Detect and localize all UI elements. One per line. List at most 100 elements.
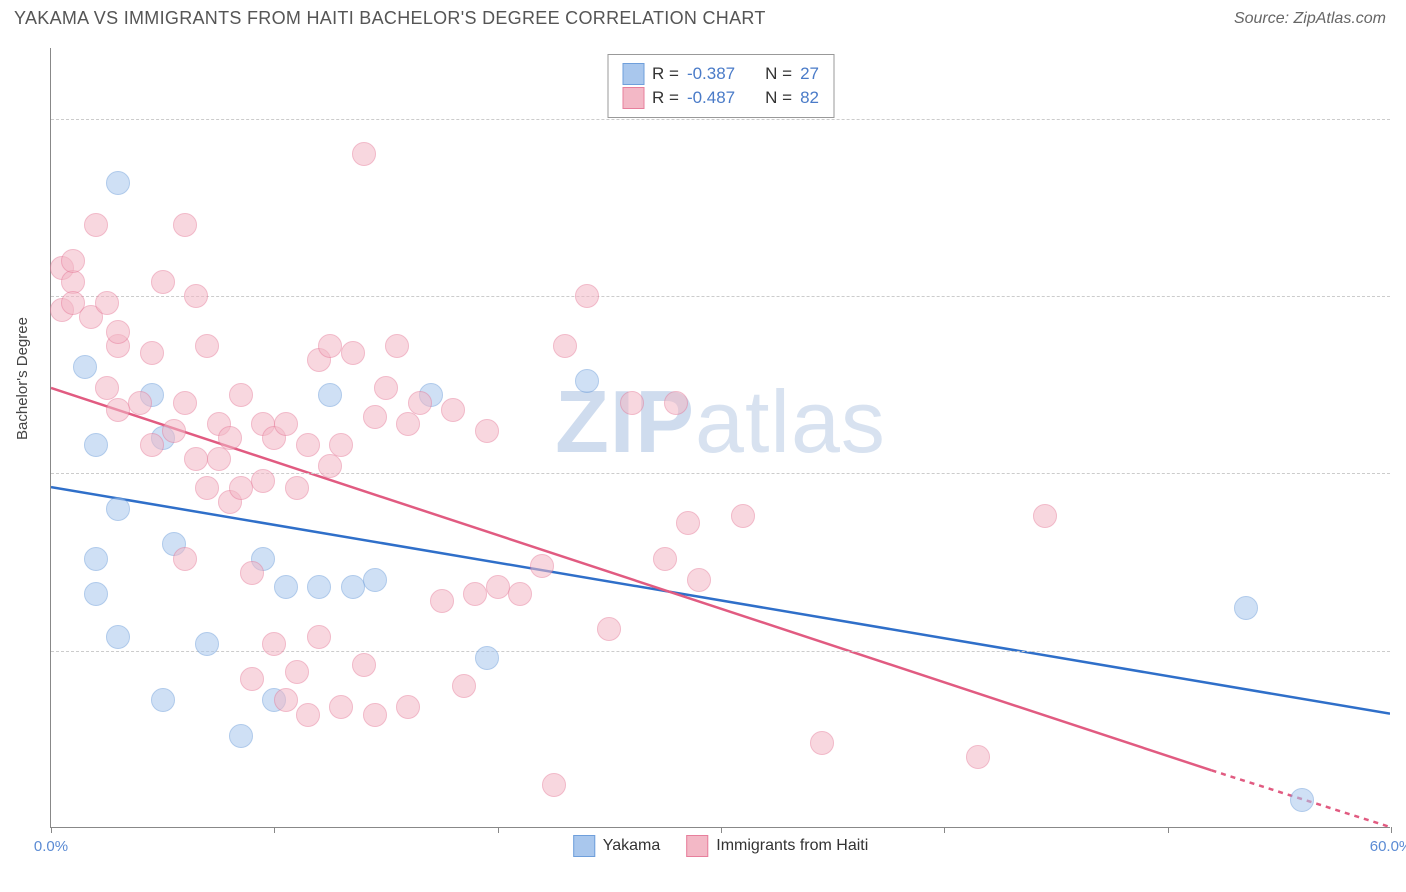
source-label: Source: ZipAtlas.com	[1234, 10, 1386, 28]
scatter-point	[1290, 788, 1314, 812]
scatter-point	[597, 617, 621, 641]
scatter-point	[106, 171, 130, 195]
scatter-point	[84, 433, 108, 457]
scatter-point	[195, 476, 219, 500]
scatter-point	[731, 504, 755, 528]
scatter-point	[575, 284, 599, 308]
x-tick	[944, 827, 945, 833]
x-tick	[498, 827, 499, 833]
watermark: ZIPatlas	[555, 371, 886, 473]
scatter-point	[285, 660, 309, 684]
scatter-point	[363, 568, 387, 592]
scatter-point	[430, 589, 454, 613]
stats-row-2: R = -0.487 N = 82	[622, 87, 819, 109]
chart-header: YAKAMA VS IMMIGRANTS FROM HAITI BACHELOR…	[0, 0, 1406, 33]
regression-lines	[51, 48, 1390, 827]
scatter-point	[251, 469, 275, 493]
gridline	[51, 296, 1390, 297]
y-axis-label: Bachelor's Degree	[14, 317, 31, 440]
scatter-point	[207, 447, 231, 471]
x-tick	[274, 827, 275, 833]
swatch-haiti-icon	[686, 835, 708, 857]
scatter-point	[318, 454, 342, 478]
scatter-point	[408, 391, 432, 415]
x-tick-label: 60.0%	[1370, 838, 1406, 855]
scatter-point	[374, 376, 398, 400]
scatter-point	[162, 419, 186, 443]
scatter-point	[475, 419, 499, 443]
scatter-point	[341, 341, 365, 365]
swatch-haiti-icon	[622, 87, 644, 109]
gridline	[51, 651, 1390, 652]
stats-row-1: R = -0.387 N = 27	[622, 63, 819, 85]
scatter-point	[106, 497, 130, 521]
scatter-point	[810, 731, 834, 755]
bottom-legend: Yakama Immigrants from Haiti	[573, 835, 869, 857]
legend-item-haiti: Immigrants from Haiti	[686, 835, 868, 857]
scatter-point	[575, 369, 599, 393]
scatter-point	[140, 433, 164, 457]
scatter-point	[687, 568, 711, 592]
scatter-point	[128, 391, 152, 415]
scatter-point	[452, 674, 476, 698]
swatch-yakama-icon	[622, 63, 644, 85]
scatter-point	[106, 320, 130, 344]
scatter-point	[352, 142, 376, 166]
x-tick	[1168, 827, 1169, 833]
scatter-point	[140, 341, 164, 365]
scatter-point	[318, 383, 342, 407]
scatter-point	[84, 547, 108, 571]
scatter-point	[84, 582, 108, 606]
scatter-point	[106, 398, 130, 422]
scatter-point	[307, 575, 331, 599]
scatter-point	[486, 575, 510, 599]
swatch-yakama-icon	[573, 835, 595, 857]
scatter-point	[61, 249, 85, 273]
scatter-point	[95, 291, 119, 315]
x-tick	[51, 827, 52, 833]
stats-legend-box: R = -0.387 N = 27 R = -0.487 N = 82	[607, 54, 834, 118]
scatter-point	[341, 575, 365, 599]
scatter-point	[620, 391, 644, 415]
scatter-point	[441, 398, 465, 422]
scatter-point	[173, 391, 197, 415]
scatter-point	[184, 284, 208, 308]
x-tick	[721, 827, 722, 833]
scatter-point	[274, 575, 298, 599]
scatter-point	[229, 476, 253, 500]
scatter-point	[329, 695, 353, 719]
scatter-point	[363, 405, 387, 429]
scatter-point	[218, 426, 242, 450]
scatter-point	[352, 653, 376, 677]
scatter-point	[195, 632, 219, 656]
scatter-point	[151, 270, 175, 294]
scatter-point	[240, 667, 264, 691]
scatter-point	[307, 625, 331, 649]
scatter-point	[173, 213, 197, 237]
scatter-point	[73, 355, 97, 379]
scatter-point	[95, 376, 119, 400]
scatter-point	[530, 554, 554, 578]
scatter-point	[396, 695, 420, 719]
scatter-point	[106, 625, 130, 649]
scatter-point	[240, 561, 264, 585]
scatter-point	[385, 334, 409, 358]
scatter-point	[274, 688, 298, 712]
scatter-point	[463, 582, 487, 606]
gridline	[51, 119, 1390, 120]
scatter-point	[274, 412, 298, 436]
scatter-point	[285, 476, 309, 500]
scatter-point	[84, 213, 108, 237]
scatter-point	[296, 433, 320, 457]
scatter-point	[195, 334, 219, 358]
x-tick	[1391, 827, 1392, 833]
x-tick-label: 0.0%	[34, 838, 68, 855]
scatter-point	[173, 547, 197, 571]
scatter-point	[262, 632, 286, 656]
scatter-point	[229, 383, 253, 407]
scatter-point	[508, 582, 532, 606]
scatter-point	[966, 745, 990, 769]
scatter-point	[318, 334, 342, 358]
scatter-point	[653, 547, 677, 571]
scatter-point	[475, 646, 499, 670]
